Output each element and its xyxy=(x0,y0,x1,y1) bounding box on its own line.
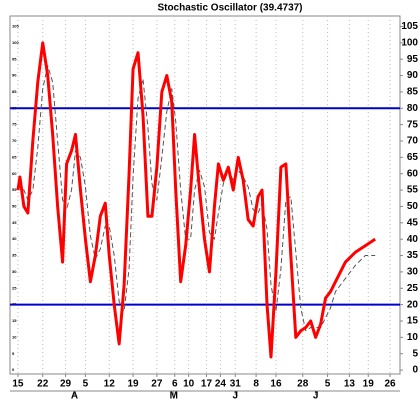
y-tick-label-left: 65 xyxy=(12,154,17,159)
x-tick-label: 13 xyxy=(344,379,356,390)
x-tick-label: 31 xyxy=(230,379,242,390)
month-label: A xyxy=(71,391,78,400)
x-tick-label: 16 xyxy=(270,379,282,390)
y-tick-label-left: 100 xyxy=(12,40,19,45)
x-tick-label: 10 xyxy=(183,379,195,390)
y-tick-label-left: 35 xyxy=(12,253,17,258)
x-tick-label: 26 xyxy=(385,379,397,390)
x-tick-label: 5 xyxy=(83,379,89,390)
y-tick-label: 30 xyxy=(407,267,419,278)
y-tick-label: 0 xyxy=(412,365,418,376)
y-tick-label-left: 5 xyxy=(12,351,15,356)
y-tick-label: 25 xyxy=(407,283,419,294)
x-tick-label: 19 xyxy=(127,379,139,390)
y-tick-label-left: 10 xyxy=(12,334,17,339)
x-tick-label: 15 xyxy=(12,379,24,390)
y-tick-label-left: 75 xyxy=(12,122,17,127)
y-tick-label: 95 xyxy=(407,54,419,65)
y-tick-label: 75 xyxy=(407,119,419,130)
x-tick-label: 17 xyxy=(201,379,213,390)
x-tick-label: 24 xyxy=(215,379,227,390)
y-tick-label: 10 xyxy=(407,332,419,343)
y-tick-label: 105 xyxy=(401,21,418,32)
x-tick-label: 12 xyxy=(104,379,116,390)
y-tick-label: 65 xyxy=(407,152,419,163)
y-tick-label: 40 xyxy=(407,234,419,245)
y-tick-label: 100 xyxy=(401,37,418,48)
y-tick-label-left: 15 xyxy=(12,318,17,323)
y-tick-label-left: 30 xyxy=(12,269,17,274)
y-tick-label: 55 xyxy=(407,185,419,196)
y-tick-label: 70 xyxy=(407,136,419,147)
x-tick-label: 29 xyxy=(60,379,72,390)
x-tick-label: 6 xyxy=(172,379,178,390)
x-tick-label: 28 xyxy=(297,379,309,390)
y-tick-label-left: 40 xyxy=(12,236,17,241)
series-line xyxy=(17,65,376,332)
y-tick-label: 80 xyxy=(407,103,419,114)
x-tick-label: 5 xyxy=(325,379,331,390)
y-tick-label-left: 45 xyxy=(12,220,17,225)
y-tick-label: 50 xyxy=(407,201,419,212)
y-tick-label-left: 55 xyxy=(12,187,17,192)
y-tick-label-left: 50 xyxy=(12,204,17,209)
y-tick-label: 15 xyxy=(407,316,419,327)
y-tick-label-left: 95 xyxy=(12,56,17,61)
y-tick-label: 35 xyxy=(407,250,419,261)
y-tick-label: 5 xyxy=(412,348,418,359)
chart-title: Stochastic Oscillator (39.4737) xyxy=(157,3,302,14)
y-tick-label: 85 xyxy=(407,87,419,98)
series-line xyxy=(16,41,377,359)
y-tick-label: 20 xyxy=(407,299,419,310)
y-tick-label-left: 90 xyxy=(12,73,17,78)
y-tick-label-left: 70 xyxy=(12,138,17,143)
y-tick-label-left: 60 xyxy=(12,171,17,176)
x-tick-label: 22 xyxy=(37,379,49,390)
y-tick-label: 90 xyxy=(407,70,419,81)
y-tick-label-left: 85 xyxy=(12,89,17,94)
x-tick-label: 27 xyxy=(151,379,163,390)
y-tick-label-left: 0 xyxy=(12,367,15,372)
x-tick-label: 19 xyxy=(363,379,375,390)
y-tick-label: 45 xyxy=(407,217,419,228)
x-tick-label: 8 xyxy=(253,379,259,390)
month-label: J xyxy=(232,391,238,400)
y-tick-label: 60 xyxy=(407,168,419,179)
month-label: M xyxy=(170,391,178,400)
y-tick-label-left: 105 xyxy=(12,24,19,29)
y-tick-label-left: 25 xyxy=(12,285,17,290)
month-label: J xyxy=(313,391,319,400)
